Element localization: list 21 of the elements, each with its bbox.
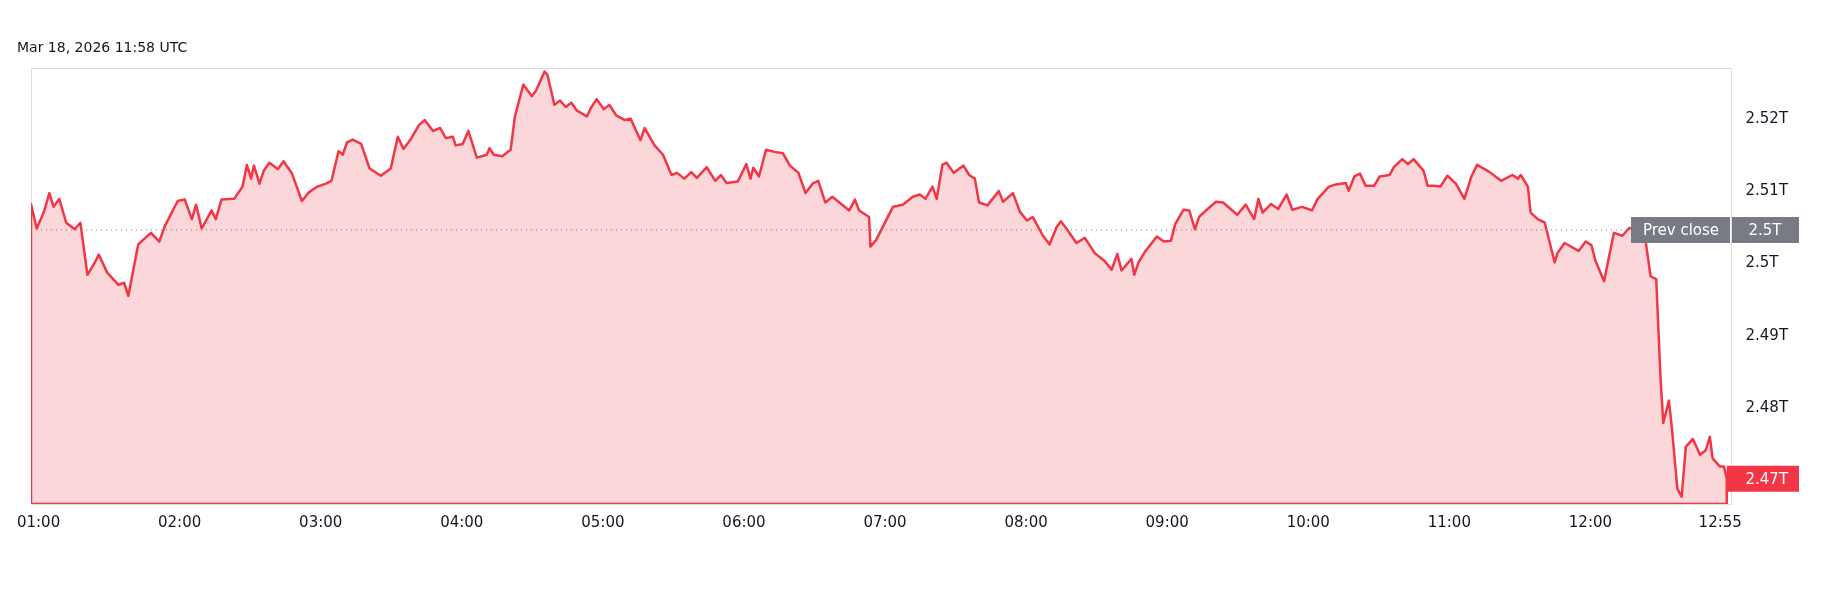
ref-line-label: Prev close xyxy=(1642,220,1720,239)
x-tick-label: 10:00 xyxy=(1286,512,1330,531)
x-tick-label: 03:00 xyxy=(299,512,343,531)
x-tick-label: 08:00 xyxy=(1004,512,1048,531)
text: Mar 18, 2026 11:58 UTC xyxy=(17,39,188,55)
annotation: 2.47T xyxy=(1745,469,1789,488)
x-tick-label: 06:00 xyxy=(722,512,766,531)
x-tick-label: 01:00 xyxy=(16,512,61,531)
x-tick-label: 02:00 xyxy=(158,512,202,531)
y-tick-label: 2.52T xyxy=(1745,108,1789,127)
x-tick-label: 05:00 xyxy=(581,512,625,531)
x-tick-label: 12:00 xyxy=(1568,512,1613,531)
y-tick-label: 2.5T xyxy=(1745,253,1780,272)
x-tick-label: 07:00 xyxy=(863,512,907,531)
y-tick-label: 2.51T xyxy=(1745,180,1789,199)
x-tick-label: 04:00 xyxy=(440,512,484,531)
y-tick-label: 2.48T xyxy=(1745,397,1789,416)
x-tick-label: 09:00 xyxy=(1145,512,1189,531)
x-tick-label: 12:55 xyxy=(1698,512,1742,531)
x-tick-label: 11:00 xyxy=(1427,512,1471,531)
y-tick-label: 2.49T xyxy=(1745,325,1789,344)
